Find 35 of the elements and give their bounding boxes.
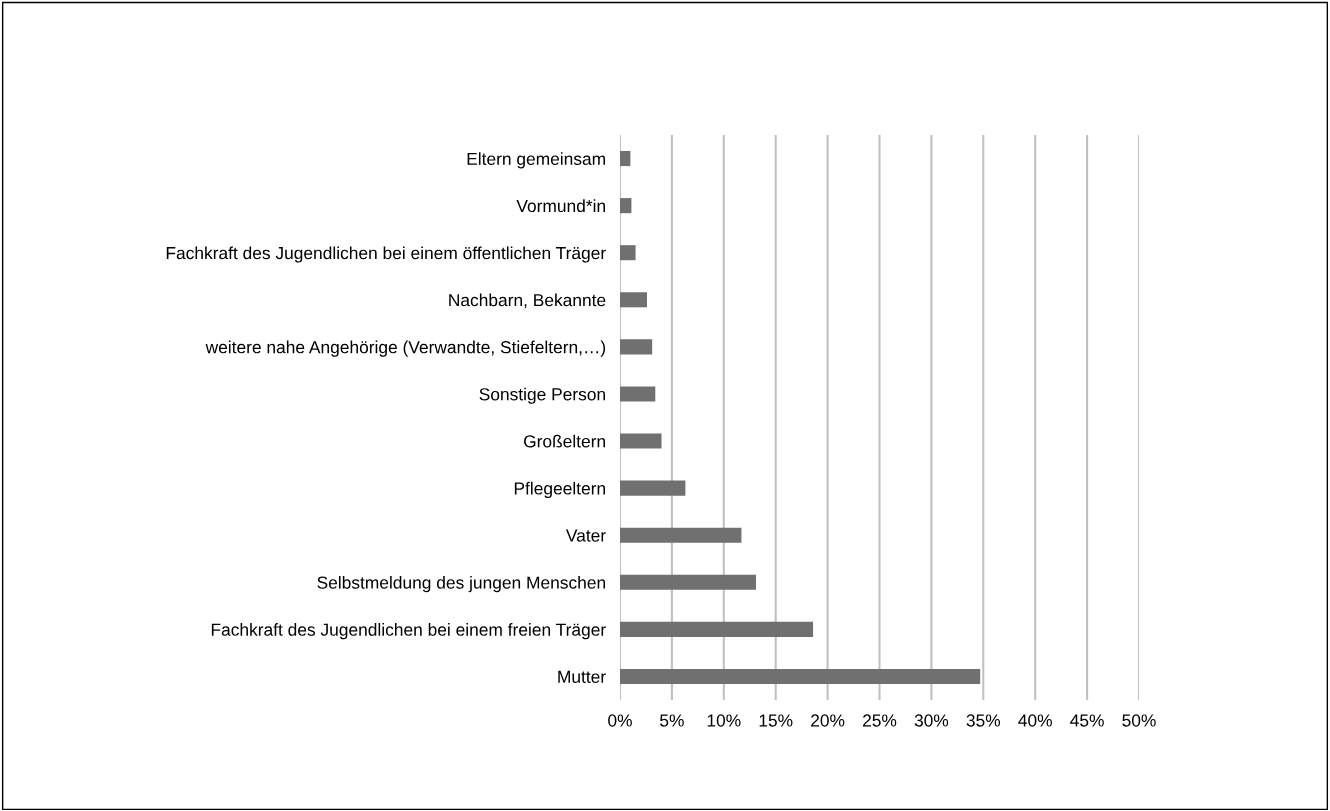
x-tick-label: 50% bbox=[1122, 714, 1156, 727]
y-tick-label: Fachkraft des Jugendlichen bei einem öffentlichen Träger bbox=[166, 246, 606, 263]
x-tick-label: 20% bbox=[811, 714, 845, 727]
bar bbox=[620, 198, 632, 214]
x-tick-label: 30% bbox=[914, 714, 949, 727]
y-tick-label: Vormund*in bbox=[516, 199, 605, 213]
bar bbox=[620, 386, 656, 402]
bar bbox=[620, 621, 814, 637]
y-tick-label: Großeltern bbox=[524, 434, 605, 448]
bar bbox=[620, 151, 631, 167]
x-tick-label: 35% bbox=[966, 714, 1001, 727]
y-tick-label: Mutter bbox=[558, 670, 606, 683]
bar bbox=[620, 527, 742, 543]
y-tick-label: Eltern gemeinsam bbox=[467, 152, 605, 169]
bar bbox=[620, 339, 653, 355]
x-tick-label: 40% bbox=[1018, 714, 1052, 727]
x-tick-label: 45% bbox=[1070, 714, 1104, 727]
bar bbox=[620, 292, 647, 308]
x-tick-label: 0% bbox=[608, 714, 632, 727]
bar bbox=[620, 574, 756, 590]
bar bbox=[620, 433, 662, 449]
y-tick-label: Fachkraft des Jugendlichen bei einem freien Träger bbox=[211, 623, 606, 640]
y-tick-label: Nachbarn, Bekannte bbox=[449, 293, 606, 309]
x-tick-label: 10% bbox=[707, 714, 741, 727]
y-tick-label: weitere nahe Angehörige (Verwandte, Stiefeltern,…) bbox=[205, 340, 606, 357]
y-tick-label: Sonstige Person bbox=[479, 387, 605, 404]
x-tick-label: 25% bbox=[863, 714, 897, 727]
y-tick-label: Vater bbox=[565, 529, 606, 542]
bar bbox=[620, 480, 686, 496]
bar bbox=[620, 245, 636, 261]
x-tick-label: 15% bbox=[759, 714, 793, 727]
y-tick-label: Pflegeeltern bbox=[514, 481, 605, 499]
bar bbox=[620, 668, 981, 684]
y-tick-label: Selbstmeldung des jungen Menschen bbox=[317, 576, 605, 593]
x-tick-label: 5% bbox=[660, 714, 684, 727]
